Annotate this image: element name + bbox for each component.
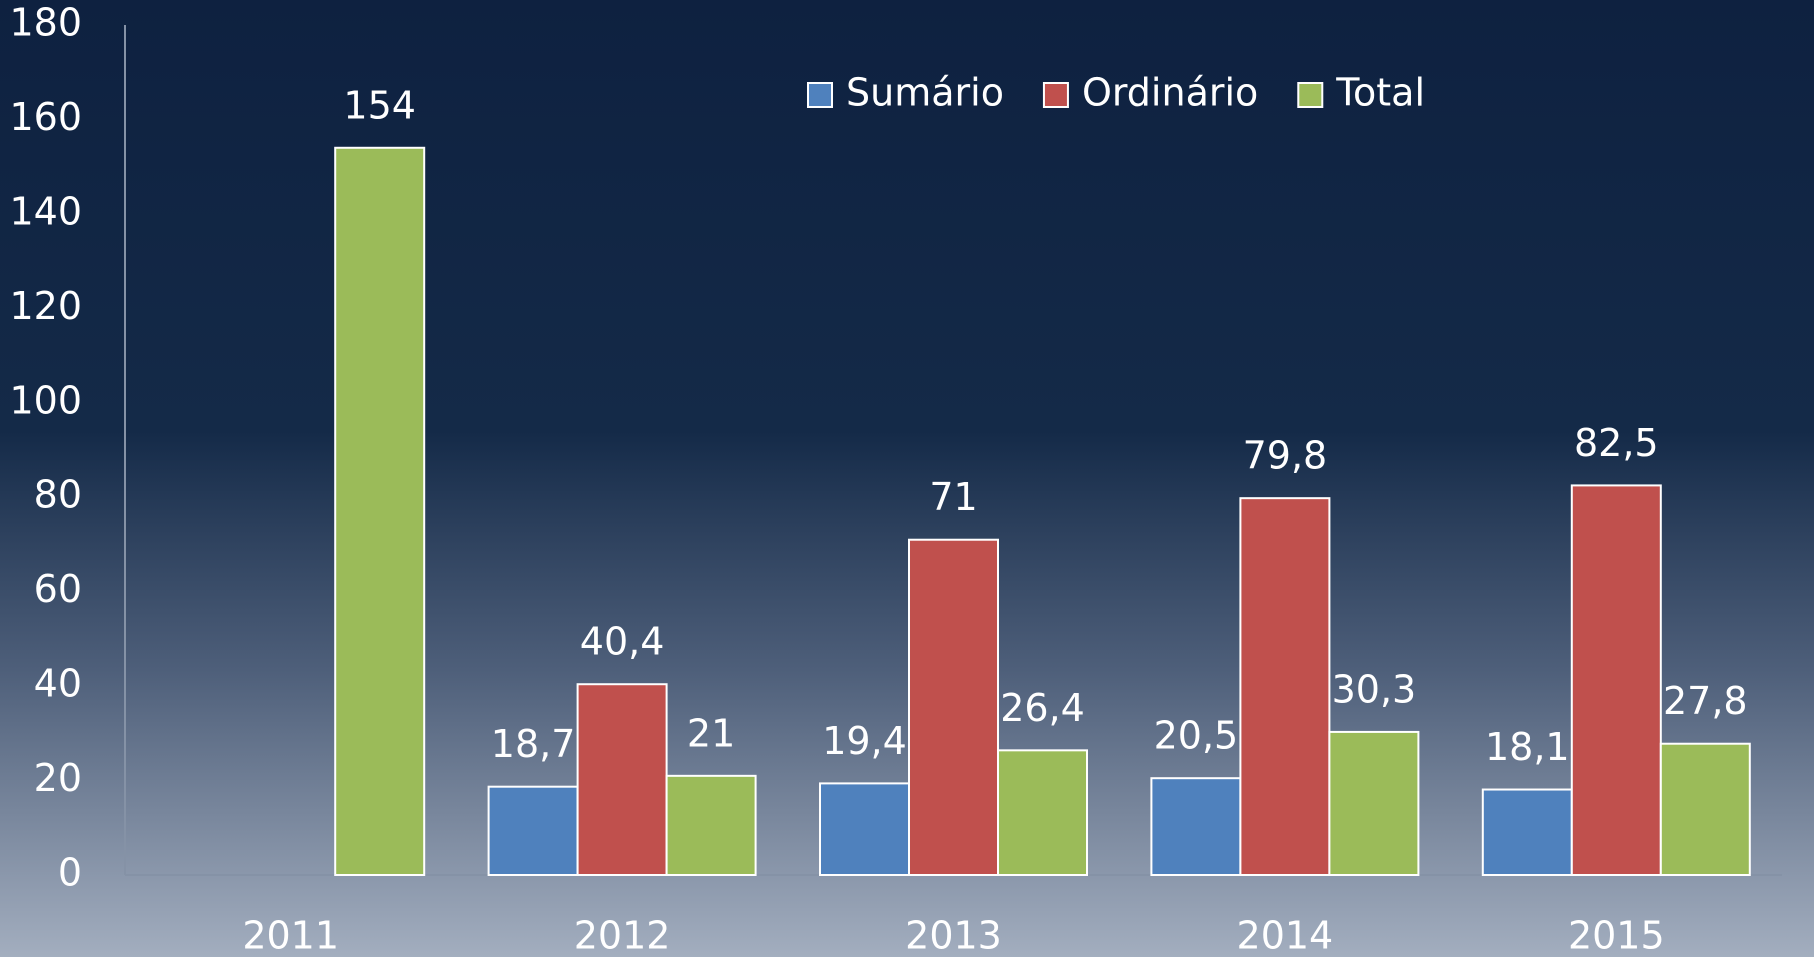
value-label: 18,1	[1485, 725, 1570, 769]
y-tick-label: 20	[34, 756, 82, 800]
y-tick-label: 120	[9, 284, 82, 328]
legend-label: Sumário	[846, 71, 1004, 115]
value-label: 79,8	[1243, 434, 1328, 478]
x-tick-label: 2012	[574, 914, 671, 957]
bar	[665, 774, 757, 876]
y-tick-label: 60	[34, 567, 82, 611]
bar	[576, 683, 668, 876]
x-tick-label: 2014	[1237, 914, 1334, 957]
bar	[487, 785, 579, 877]
x-tick-label: 2011	[242, 914, 339, 957]
value-label: 18,7	[491, 722, 576, 766]
x-tick-label: 2013	[905, 914, 1002, 957]
bar	[908, 538, 999, 876]
legend-label: Total	[1335, 71, 1425, 115]
bar	[997, 749, 1088, 876]
bar	[334, 146, 426, 876]
value-label: 20,5	[1154, 714, 1239, 758]
y-tick-label: 40	[34, 662, 82, 706]
value-label: 19,4	[822, 719, 907, 763]
value-label: 30,3	[1332, 667, 1417, 711]
y-tick-label: 180	[9, 1, 82, 45]
x-tick-label: 2015	[1568, 914, 1665, 957]
value-label: 82,5	[1574, 421, 1659, 465]
bar	[1481, 788, 1573, 876]
bar	[819, 782, 910, 877]
value-label: 71	[929, 475, 977, 519]
legend-swatch	[1297, 82, 1324, 108]
value-label: 154	[343, 83, 416, 127]
bar	[1659, 742, 1751, 876]
legend-swatch	[1042, 82, 1069, 108]
bar	[1150, 777, 1242, 877]
value-label: 27,8	[1663, 679, 1748, 723]
bar	[1328, 730, 1420, 877]
y-tick-label: 0	[58, 851, 82, 895]
value-label: 40,4	[580, 620, 665, 664]
y-tick-label: 160	[9, 95, 82, 139]
value-label: 26,4	[1000, 686, 1085, 730]
bar	[1239, 497, 1331, 876]
y-tick-label: 80	[34, 473, 82, 517]
value-label: 21	[687, 711, 735, 755]
y-tick-label: 100	[9, 378, 82, 422]
bar	[1570, 484, 1662, 876]
y-tick-label: 140	[9, 189, 82, 233]
legend-label: Ordinário	[1082, 71, 1258, 115]
legend-swatch	[807, 82, 833, 108]
